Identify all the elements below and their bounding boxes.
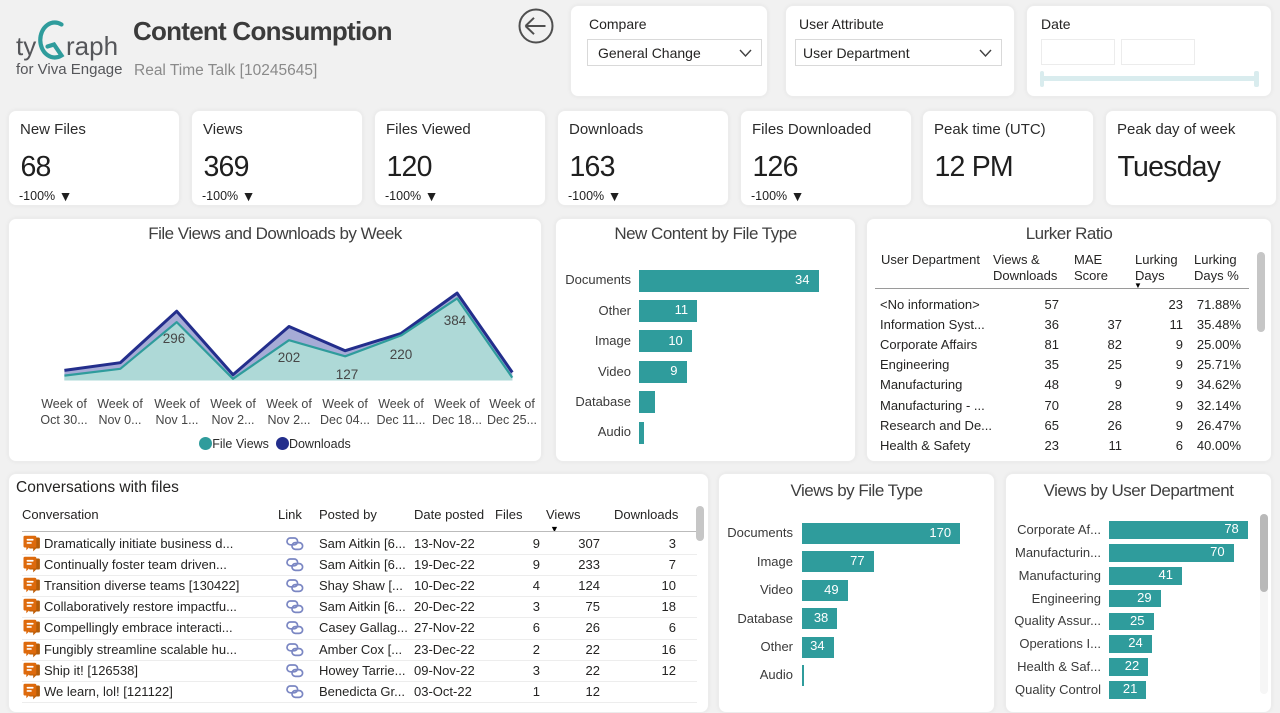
svg-text:raph: raph — [66, 31, 118, 61]
svg-text:ty: ty — [16, 31, 36, 61]
